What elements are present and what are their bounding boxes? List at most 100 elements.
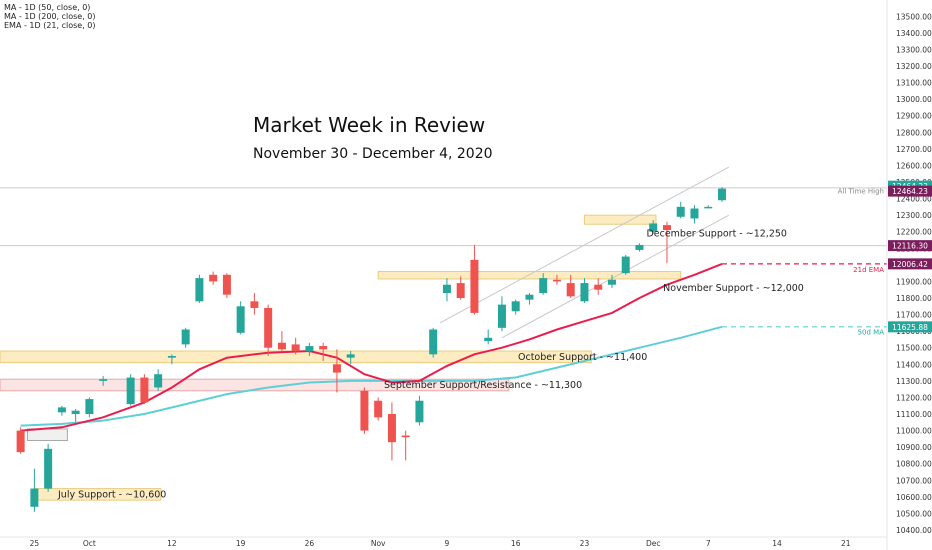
candle-body — [607, 279, 616, 285]
zone-label: December Support - ~12,250 — [646, 228, 787, 239]
zone-label: July Support - ~10,600 — [57, 489, 166, 500]
candle-body — [140, 377, 149, 403]
candle-body — [415, 400, 424, 423]
legend-line-2: MA - 1D (200, close, 0) — [4, 12, 96, 21]
x-tick-label: 7 — [706, 539, 711, 548]
y-tick-label: 11500.00 — [896, 344, 932, 353]
y-tick-label: 10400.00 — [896, 526, 932, 535]
candle-body — [676, 206, 685, 217]
ema21-line — [20, 262, 723, 432]
candle-body — [649, 223, 658, 232]
support-zone — [583, 214, 657, 225]
candle-body — [222, 274, 231, 295]
y-tick-label: 11200.00 — [896, 393, 932, 402]
zone-label: November Support - ~12,000 — [663, 283, 804, 294]
y-tick-label: 13000.00 — [896, 95, 932, 104]
candle-body — [305, 346, 314, 352]
price-tag — [888, 240, 932, 252]
zone-label: September Support/Resistance - ~11,300 — [384, 380, 582, 391]
y-tick-label: 11100.00 — [896, 410, 932, 419]
x-tick-label: 19 — [236, 539, 246, 548]
candle-body — [277, 342, 286, 350]
candle-body — [250, 301, 259, 308]
candle-body — [442, 284, 451, 294]
y-tick-label: 10700.00 — [896, 476, 932, 485]
candle-body — [99, 379, 108, 381]
grid-layer — [0, 187, 887, 247]
y-tick-label: 11700.00 — [896, 311, 932, 320]
x-tick-label: 12 — [167, 539, 177, 548]
legend-line-3: EMA - 1D (21, close, 0) — [4, 21, 95, 30]
y-tick-label: 11400.00 — [896, 360, 932, 369]
ma50-line — [20, 325, 723, 427]
price-tag — [888, 258, 932, 270]
price-tag-label: 12464.23 — [892, 187, 928, 196]
candle-body — [621, 256, 630, 274]
candle-body — [30, 488, 39, 507]
side-label: 21d EMA — [853, 266, 884, 274]
line-layer — [20, 166, 887, 432]
price-tag-label: 11625.88 — [892, 323, 928, 332]
candle-body — [236, 306, 245, 333]
x-tick-label: Oct — [83, 539, 96, 548]
candle-body — [154, 374, 163, 388]
y-tick-label: 13300.00 — [896, 45, 932, 54]
candle-body — [332, 364, 341, 373]
support-zone — [0, 378, 510, 392]
y-tick-label: 10800.00 — [896, 460, 932, 469]
y-tick-label: 12200.00 — [896, 228, 932, 237]
candle-body — [16, 430, 25, 453]
zone-label: October Support - ~11,400 — [518, 352, 647, 363]
candle-body — [195, 278, 204, 302]
x-tick-label: 16 — [511, 539, 521, 548]
support-zone — [377, 270, 682, 280]
candle-body — [429, 329, 438, 355]
candle-body — [456, 283, 465, 298]
trend-channel-line — [439, 166, 730, 324]
candle-body — [71, 410, 80, 414]
candle-body — [511, 301, 520, 312]
candle-body — [525, 294, 534, 300]
side-label: All Time High — [838, 187, 884, 195]
y-tick-label: 10600.00 — [896, 493, 932, 502]
candle-body — [594, 284, 603, 290]
chart-subtitle: November 30 - December 4, 2020 — [253, 146, 493, 162]
legend-line-1: MA - 1D (50, close, 0) — [4, 3, 90, 12]
y-tick-label: 12300.00 — [896, 211, 932, 220]
candle-body — [690, 208, 699, 219]
candle-body — [580, 283, 589, 302]
y-tick-label: 13200.00 — [896, 62, 932, 71]
trend-channel-line — [501, 214, 730, 339]
candle-body — [662, 225, 671, 231]
candle-body — [167, 356, 176, 358]
label-layer: July Support - ~10,600 September Support/… — [57, 180, 932, 500]
y-tick-label: 13500.00 — [896, 12, 932, 21]
candle-body — [387, 414, 396, 443]
y-tick-label: 13100.00 — [896, 79, 932, 88]
y-tick-label: 12700.00 — [896, 145, 932, 154]
candle-body — [374, 400, 383, 418]
candle-body — [635, 244, 644, 250]
price-tag-label: 12116.30 — [892, 242, 928, 251]
candle-body — [85, 399, 94, 414]
candle-body — [264, 307, 273, 348]
y-tick-label: 12400.00 — [896, 195, 932, 204]
candle-body — [126, 377, 135, 405]
candle-body — [497, 304, 506, 328]
candle-body — [470, 259, 479, 313]
candle-body — [181, 329, 190, 345]
candle-body — [57, 407, 66, 413]
y-tick-label: 10500.00 — [896, 509, 932, 518]
y-tick-label: 13400.00 — [896, 29, 932, 38]
candle-body — [291, 344, 300, 352]
candle-body — [539, 278, 548, 294]
price-tag — [888, 321, 932, 333]
y-tick-label: 12900.00 — [896, 112, 932, 121]
chart-title: Market Week in Review — [253, 113, 485, 137]
x-tick-label: 14 — [772, 539, 782, 548]
candle-body — [484, 337, 493, 342]
side-label: 50d MA — [858, 329, 885, 337]
support-zone — [27, 428, 68, 442]
